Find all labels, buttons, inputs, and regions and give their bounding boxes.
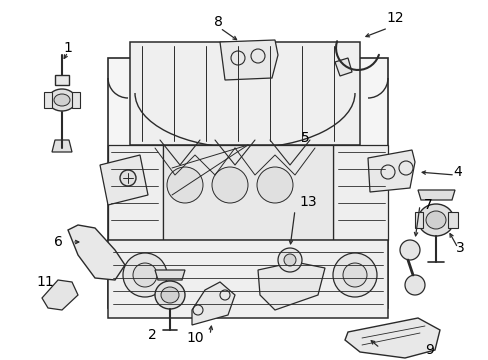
Polygon shape: [220, 40, 278, 80]
Circle shape: [123, 253, 167, 297]
Text: 2: 2: [147, 328, 156, 342]
Text: 4: 4: [453, 165, 462, 179]
Polygon shape: [332, 145, 387, 240]
Polygon shape: [55, 75, 69, 85]
Text: 3: 3: [455, 241, 464, 255]
Polygon shape: [108, 240, 387, 318]
Circle shape: [399, 240, 419, 260]
Ellipse shape: [155, 281, 184, 309]
Polygon shape: [108, 58, 387, 308]
Circle shape: [212, 167, 247, 203]
Text: 5: 5: [300, 131, 309, 145]
Text: 13: 13: [299, 195, 316, 209]
Polygon shape: [334, 58, 351, 76]
Ellipse shape: [161, 287, 179, 303]
Text: 10: 10: [186, 331, 203, 345]
Polygon shape: [447, 212, 457, 228]
Ellipse shape: [417, 204, 453, 236]
Polygon shape: [52, 140, 72, 152]
Polygon shape: [345, 318, 439, 358]
Polygon shape: [367, 150, 414, 192]
Polygon shape: [414, 212, 422, 228]
Polygon shape: [163, 145, 332, 240]
Polygon shape: [258, 262, 325, 310]
Ellipse shape: [54, 94, 70, 106]
Circle shape: [404, 275, 424, 295]
Text: 6: 6: [54, 235, 62, 249]
Polygon shape: [108, 145, 163, 240]
Polygon shape: [100, 155, 148, 205]
Circle shape: [332, 253, 376, 297]
Text: 8: 8: [213, 15, 222, 29]
Ellipse shape: [425, 211, 445, 229]
Circle shape: [167, 167, 203, 203]
Text: 12: 12: [386, 11, 403, 25]
Circle shape: [133, 263, 157, 287]
Polygon shape: [72, 92, 80, 108]
Circle shape: [120, 170, 136, 186]
Polygon shape: [192, 282, 235, 325]
Polygon shape: [417, 190, 454, 200]
Text: 11: 11: [36, 275, 54, 289]
Polygon shape: [130, 42, 359, 145]
Circle shape: [342, 263, 366, 287]
Circle shape: [278, 248, 302, 272]
Polygon shape: [155, 270, 184, 280]
Ellipse shape: [48, 89, 76, 111]
Text: 7: 7: [423, 198, 431, 212]
Circle shape: [284, 254, 295, 266]
Text: 1: 1: [63, 41, 72, 55]
Circle shape: [257, 167, 292, 203]
Polygon shape: [42, 280, 78, 310]
Polygon shape: [68, 225, 125, 280]
Polygon shape: [44, 92, 52, 108]
Text: 9: 9: [425, 343, 433, 357]
